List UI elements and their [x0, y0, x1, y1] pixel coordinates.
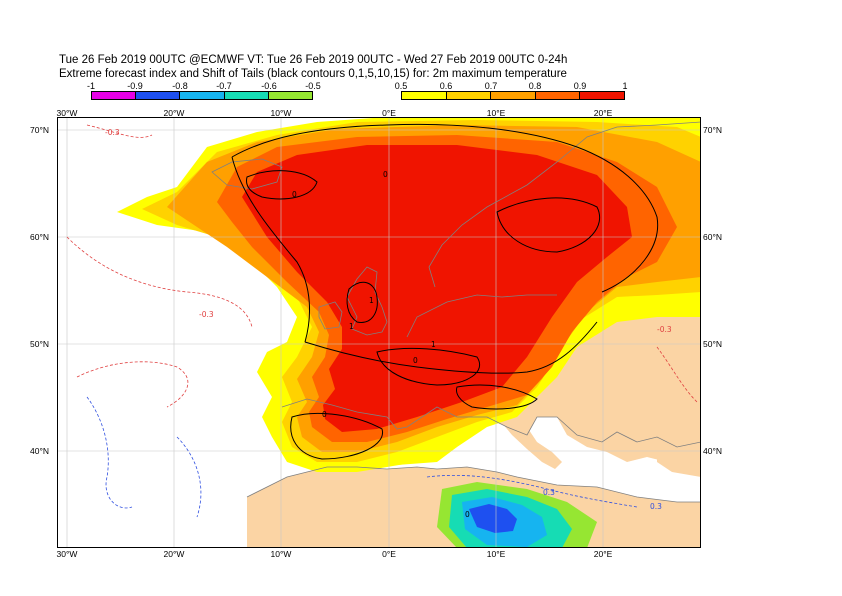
colorbar-negative-swatch-1	[92, 92, 136, 99]
lat-label-left-40n: 40°N	[30, 446, 49, 456]
efi-band-09-10	[242, 145, 632, 432]
lon-label-top-30w: 30°W	[56, 108, 78, 118]
coast-ireland	[318, 301, 343, 330]
lat-label-right-40n: 40°N	[703, 446, 722, 456]
coast-iceland	[211, 158, 283, 190]
coast-britain	[346, 266, 388, 336]
lon-label-bottom-10w: 10°W	[270, 549, 292, 559]
contour-label-red-2: -0.3	[105, 128, 120, 137]
colorbar-negative-tick-1: -1	[86, 81, 96, 91]
efi-negative-shading	[437, 482, 597, 548]
lon-label-top-20e: 20°E	[593, 108, 613, 118]
efi-map: -0.3 -0.3 -0.3 0.3 0.3 0 0 0 0 0 1 1 1	[57, 117, 701, 548]
sot-contour-1-atlantic	[246, 170, 318, 200]
blue-contour-atlantic	[86, 396, 133, 509]
lon-label-top-0e: 0°E	[382, 108, 396, 118]
coast-europe	[281, 398, 701, 448]
colorbar-positive-tick-1: 0.5	[394, 81, 408, 91]
colorbar-negative-swatch-5	[267, 92, 313, 99]
colorbar-positive-swatch-5	[579, 92, 624, 99]
contour-label-blue-1: 0.3	[543, 488, 555, 497]
contour-label-black-0-c: 0	[413, 356, 418, 365]
contour-label-black-1-a: 1	[369, 296, 374, 305]
lat-label-left-60n: 60°N	[30, 232, 49, 242]
contour-label-red-3: -0.3	[657, 325, 672, 334]
blue-contour-south-atlantic	[176, 436, 202, 518]
lon-label-bottom-0e: 0°E	[382, 549, 396, 559]
lon-label-top-20w: 20°W	[163, 108, 185, 118]
colorbar-positive-tick-5: 0.9	[573, 81, 587, 91]
colorbar-negative-swatch-2	[135, 92, 180, 99]
red-dashed-contours	[66, 124, 698, 408]
colorbar-positive-swatch-3	[490, 92, 535, 99]
colorbar-positive	[401, 91, 625, 100]
contour-label-black-0-b: 0	[383, 170, 388, 179]
coast-scandinavia	[428, 121, 701, 288]
lon-label-bottom-20e: 20°E	[593, 549, 613, 559]
lat-label-right-70n: 70°N	[703, 125, 722, 135]
colorbar-negative-tick-3: -0.8	[172, 81, 188, 91]
blue-dashed-contours	[86, 396, 638, 518]
colorbar-positive-swatch-1	[402, 92, 446, 99]
colorbar-negative-swatch-4	[223, 92, 268, 99]
lat-label-left-50n: 50°N	[30, 339, 49, 349]
lon-label-bottom-10e: 10°E	[486, 549, 506, 559]
contour-label-black-0-e: 0	[465, 510, 470, 519]
lat-label-right-60n: 60°N	[703, 232, 722, 242]
coastlines	[211, 121, 701, 503]
sot-contour-1-scandinavia	[496, 197, 601, 253]
colorbar-positive-swatch-2	[445, 92, 491, 99]
lon-label-top-10e: 10°E	[486, 108, 506, 118]
contour-label-black-1-b: 1	[431, 340, 436, 349]
contour-label-red-1: -0.3	[199, 310, 214, 319]
colorbar-negative-tick-2: -0.9	[127, 81, 143, 91]
sot-contour-0-iberia	[290, 412, 383, 460]
sot-contour-1-central	[376, 347, 480, 386]
contour-label-black-0-a: 0	[292, 190, 297, 199]
coast-north-sea	[406, 294, 557, 338]
land-italy	[497, 415, 562, 469]
red-contour-atlantic-1	[66, 236, 253, 328]
sot-contour-1-alps	[456, 384, 538, 410]
coast-north-africa	[246, 466, 701, 503]
title-line-2: Extreme forecast index and Shift of Tail…	[59, 68, 567, 80]
colorbar-negative-tick-5: -0.6	[261, 81, 277, 91]
colorbar-positive-swatch-4	[534, 92, 580, 99]
title-line-1: Tue 26 Feb 2019 00UTC @ECMWF VT: Tue 26 …	[59, 54, 568, 66]
lat-label-left-70n: 70°N	[30, 125, 49, 135]
red-contour-atlantic-2	[76, 361, 189, 408]
sot-contours	[231, 123, 659, 460]
map-frame	[57, 117, 701, 548]
sot-contour-0-central	[304, 321, 598, 374]
graticule	[57, 117, 701, 548]
lat-label-right-50n: 50°N	[703, 339, 722, 349]
red-contour-east	[656, 346, 698, 403]
red-contour-north	[86, 124, 153, 138]
colorbar-positive-tick-3: 0.7	[484, 81, 498, 91]
lon-label-bottom-20w: 20°W	[163, 549, 185, 559]
lon-label-top-10w: 10°W	[270, 108, 292, 118]
colorbar-positive-tick-2: 0.6	[439, 81, 453, 91]
contour-label-black-0-d: 0	[322, 410, 327, 419]
contour-label-layer: -0.3 -0.3 -0.3 0.3 0.3 0 0 0 0 0 1 1 1	[105, 128, 672, 519]
efi-positive-shading	[117, 117, 701, 472]
lon-label-bottom-30w: 30°W	[56, 549, 78, 559]
contour-label-black-1-c: 1	[349, 322, 354, 331]
sot-contour-0-west	[231, 156, 311, 343]
efi-neg-band-08-09	[469, 504, 517, 533]
colorbar-positive-tick-4: 0.8	[528, 81, 542, 91]
colorbar-negative	[91, 91, 313, 100]
colorbar-positive-tick-6: 1	[622, 81, 628, 91]
blue-contour-mediterranean	[426, 474, 638, 508]
sot-contour-0-north	[231, 123, 659, 293]
colorbar-negative-tick-6: -0.5	[305, 81, 321, 91]
sot-contour-1-uk	[346, 281, 378, 323]
contour-label-blue-2: 0.3	[650, 502, 662, 511]
colorbar-negative-tick-4: -0.7	[216, 81, 232, 91]
colorbar-negative-swatch-3	[179, 92, 224, 99]
